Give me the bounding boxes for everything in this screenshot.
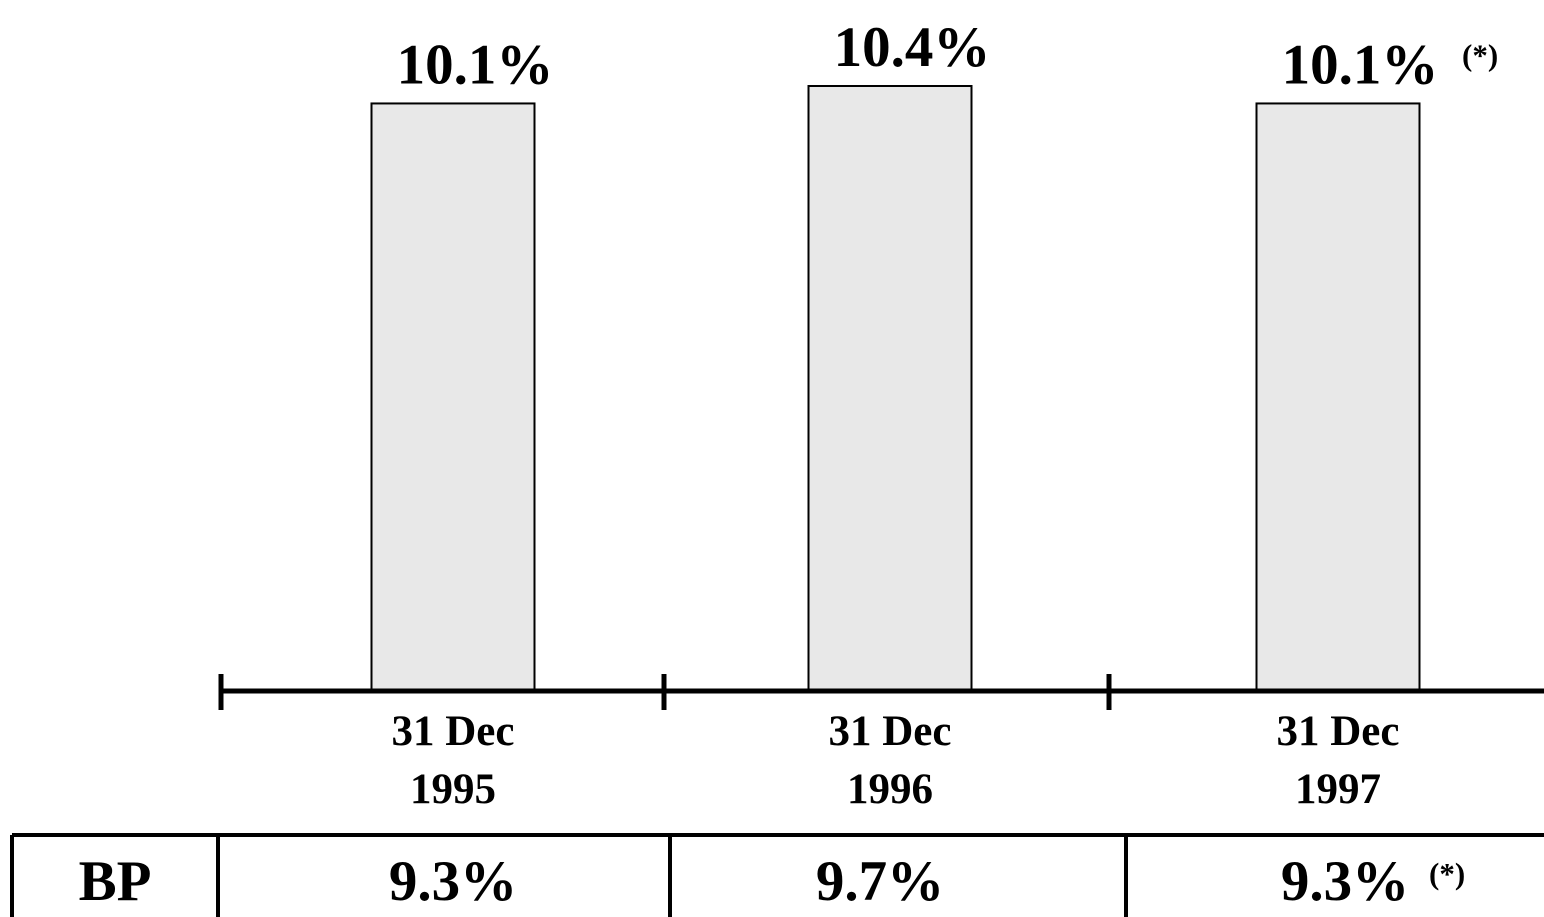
- data-label-0: 10.1%: [397, 33, 554, 96]
- bar-2: [1255, 102, 1421, 693]
- x-axis: [218, 674, 1544, 710]
- table-cell-2: 9.3%: [1281, 850, 1409, 913]
- x-tick-label-2: 31 Dec 1997: [1277, 708, 1400, 813]
- table-cell-note-2: (*): [1429, 856, 1465, 891]
- data-label-2: 10.1%: [1282, 33, 1439, 96]
- bar-0: [370, 102, 536, 693]
- data-label-note-2: (*): [1462, 37, 1498, 72]
- x-tick-labels: 31 Dec 1995 31 Dec 1996 31 Dec 1997: [392, 708, 1400, 813]
- data-label-1: 10.4%: [834, 16, 991, 79]
- bars-layer: [370, 85, 1421, 693]
- comparison-table: BP 9.3% 9.7% 9.3% (*): [10, 833, 1544, 917]
- table-cell-1: 9.7%: [816, 850, 944, 913]
- x-tick-label-1: 31 Dec 1996: [829, 708, 952, 813]
- x-tick-label-0: 31 Dec 1995: [392, 708, 515, 813]
- table-row-label: BP: [79, 850, 152, 913]
- table-cell-0: 9.3%: [389, 850, 517, 913]
- value-labels: 10.1% 10.4% 10.1% (*): [397, 16, 1499, 96]
- bar-1: [807, 85, 973, 692]
